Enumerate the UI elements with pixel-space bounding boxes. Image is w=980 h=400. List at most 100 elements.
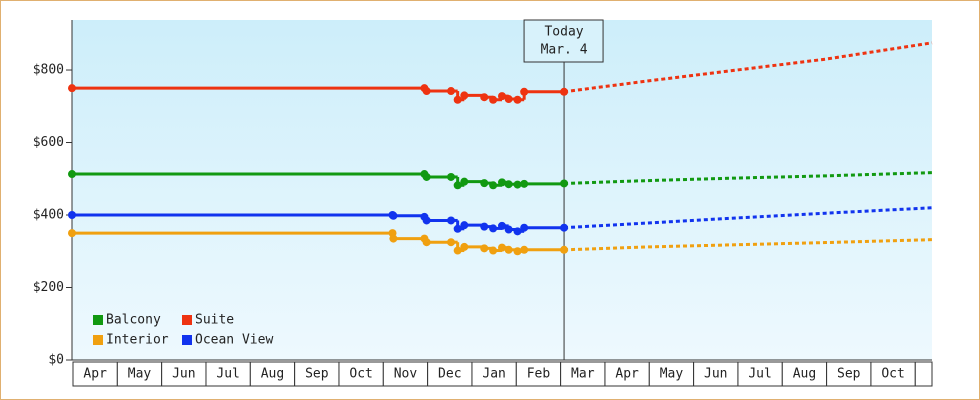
- x-tick-label: Aug: [793, 367, 816, 382]
- x-tick-label: Jun: [172, 367, 195, 382]
- month-box: [693, 361, 739, 387]
- month-box: [870, 361, 916, 387]
- x-tick-label: Jul: [216, 367, 239, 382]
- point: [453, 95, 462, 104]
- month-box: [560, 361, 606, 387]
- point: [560, 87, 569, 96]
- point: [513, 227, 522, 236]
- point: [504, 225, 513, 234]
- point: [513, 180, 522, 189]
- legend-swatch: [182, 335, 192, 345]
- point: [560, 223, 569, 232]
- point: [504, 245, 513, 254]
- x-tick-label: Nov: [394, 367, 418, 382]
- point: [68, 229, 76, 238]
- month-box: [116, 361, 163, 387]
- today-box: [523, 19, 604, 63]
- point: [422, 216, 431, 225]
- point: [389, 211, 398, 220]
- month-box: [914, 361, 933, 387]
- x-tick-label: Sep: [837, 367, 861, 382]
- x-tick-label: Aug: [261, 367, 284, 382]
- point: [560, 245, 569, 254]
- x-tick-label: Jun: [704, 367, 727, 382]
- point: [460, 221, 469, 230]
- legend-label: Suite: [195, 313, 234, 328]
- y-tick-label: $400: [33, 208, 64, 223]
- point: [68, 211, 76, 220]
- month-box: [72, 361, 118, 387]
- point: [520, 179, 529, 188]
- point: [498, 92, 506, 101]
- point: [498, 178, 506, 187]
- legend-swatch: [93, 335, 103, 345]
- point: [389, 234, 398, 243]
- x-tick-label: Oct: [349, 367, 372, 382]
- x-tick-label: Feb: [527, 367, 551, 382]
- month-box: [249, 361, 296, 387]
- legend-label: Balcony: [106, 313, 161, 328]
- forecast-line: [564, 171, 933, 185]
- point: [513, 95, 522, 104]
- x-tick-label: May: [128, 367, 152, 382]
- point: [422, 87, 431, 96]
- point: [453, 181, 462, 190]
- today-label: Mar. 4: [541, 43, 588, 58]
- point: [489, 224, 498, 233]
- point: [489, 95, 498, 104]
- x-tick-label: Sep: [305, 367, 329, 382]
- forecast-line: [563, 206, 933, 230]
- point: [489, 181, 498, 190]
- point: [520, 245, 529, 254]
- point: [489, 246, 498, 255]
- month-box: [826, 361, 872, 387]
- point: [513, 247, 522, 256]
- plot-area: [72, 20, 932, 360]
- point: [520, 223, 529, 232]
- point: [560, 179, 569, 188]
- x-tick-label: Apr: [83, 367, 107, 382]
- legend-swatch: [182, 315, 192, 325]
- point: [480, 179, 489, 188]
- x-tick-label: Dec: [438, 367, 461, 382]
- x-tick-label: Jul: [748, 367, 771, 382]
- point: [480, 222, 489, 231]
- point: [422, 238, 431, 247]
- point: [480, 93, 489, 102]
- x-tick-label: Jan: [482, 367, 505, 382]
- month-box: [382, 361, 429, 387]
- x-tick-label: Oct: [881, 367, 904, 382]
- x-tick-label: May: [660, 367, 684, 382]
- y-tick-label: $600: [33, 135, 64, 150]
- legend-swatch: [93, 315, 103, 325]
- month-box: [604, 361, 650, 387]
- point: [453, 246, 462, 255]
- y-tick-label: $0: [48, 353, 64, 368]
- point: [520, 87, 529, 96]
- point: [504, 180, 513, 189]
- legend-label: Ocean View: [195, 333, 273, 348]
- point: [460, 91, 469, 100]
- month-box: [737, 361, 783, 387]
- y-tick-label: $800: [33, 63, 64, 78]
- today-label: Today: [544, 25, 583, 40]
- x-tick-label: Mar: [571, 367, 595, 382]
- point: [447, 238, 456, 247]
- point: [447, 216, 456, 225]
- point: [68, 84, 76, 93]
- y-tick-label: $200: [33, 280, 64, 295]
- x-tick-label: Apr: [615, 367, 639, 382]
- point: [480, 244, 489, 253]
- month-box: [205, 361, 251, 387]
- month-box: [161, 361, 207, 387]
- legend-label: Interior: [106, 333, 169, 348]
- point: [422, 172, 431, 181]
- point: [460, 242, 469, 251]
- point: [498, 221, 506, 230]
- point: [447, 172, 456, 181]
- forecast-line: [563, 41, 933, 94]
- point: [68, 170, 76, 179]
- month-box: [471, 361, 517, 387]
- forecast-line: [564, 238, 933, 252]
